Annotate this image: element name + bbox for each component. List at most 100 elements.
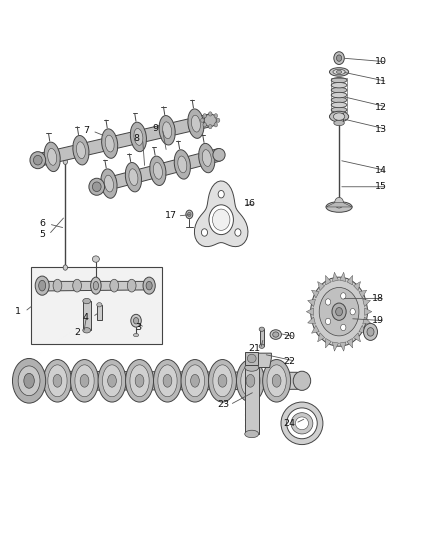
Circle shape — [212, 209, 230, 230]
Ellipse shape — [336, 308, 343, 316]
Ellipse shape — [162, 122, 172, 139]
Circle shape — [186, 210, 193, 219]
Circle shape — [214, 123, 218, 127]
Ellipse shape — [270, 330, 282, 340]
Ellipse shape — [77, 142, 85, 159]
Circle shape — [214, 114, 218, 118]
Ellipse shape — [334, 120, 344, 126]
Circle shape — [218, 190, 224, 198]
Circle shape — [209, 205, 233, 235]
Polygon shape — [37, 114, 211, 166]
Text: 23: 23 — [217, 400, 230, 409]
Ellipse shape — [134, 334, 139, 337]
Ellipse shape — [158, 365, 177, 397]
Text: 21: 21 — [248, 344, 260, 353]
Ellipse shape — [104, 175, 113, 192]
Bar — [245, 352, 258, 365]
Ellipse shape — [12, 359, 46, 403]
Ellipse shape — [150, 156, 166, 185]
Ellipse shape — [331, 102, 347, 108]
Ellipse shape — [146, 281, 152, 290]
Circle shape — [341, 324, 346, 330]
Circle shape — [336, 55, 342, 61]
Ellipse shape — [331, 87, 347, 93]
Polygon shape — [353, 333, 360, 342]
Circle shape — [63, 159, 67, 165]
Circle shape — [235, 229, 241, 236]
Text: 10: 10 — [374, 58, 387, 66]
Ellipse shape — [331, 107, 347, 112]
Ellipse shape — [35, 276, 49, 295]
Text: 5: 5 — [39, 230, 45, 239]
Text: 2: 2 — [74, 328, 80, 337]
Polygon shape — [363, 300, 371, 306]
Ellipse shape — [44, 142, 60, 172]
Polygon shape — [318, 333, 325, 342]
Polygon shape — [325, 338, 331, 348]
Text: 15: 15 — [374, 182, 387, 191]
Polygon shape — [33, 371, 297, 390]
Polygon shape — [254, 353, 272, 368]
Ellipse shape — [331, 77, 347, 83]
Ellipse shape — [159, 116, 175, 145]
Ellipse shape — [185, 365, 205, 397]
Ellipse shape — [97, 303, 102, 307]
Polygon shape — [311, 290, 319, 298]
Ellipse shape — [245, 364, 259, 371]
Polygon shape — [42, 281, 149, 291]
Ellipse shape — [126, 360, 153, 402]
Polygon shape — [326, 203, 352, 207]
Ellipse shape — [48, 365, 67, 397]
Ellipse shape — [130, 365, 149, 397]
Ellipse shape — [281, 402, 323, 445]
Ellipse shape — [263, 360, 290, 402]
Ellipse shape — [102, 365, 122, 397]
Polygon shape — [347, 276, 353, 285]
Ellipse shape — [191, 374, 199, 387]
Ellipse shape — [247, 354, 256, 363]
Circle shape — [350, 309, 355, 315]
Ellipse shape — [329, 68, 349, 76]
Polygon shape — [307, 317, 315, 324]
Ellipse shape — [24, 373, 34, 388]
Circle shape — [325, 318, 331, 325]
Circle shape — [364, 324, 378, 341]
Circle shape — [367, 328, 374, 336]
Ellipse shape — [319, 287, 359, 336]
Ellipse shape — [241, 365, 260, 397]
Ellipse shape — [53, 279, 62, 292]
Ellipse shape — [43, 360, 71, 402]
Ellipse shape — [329, 111, 349, 122]
Circle shape — [131, 314, 141, 327]
Ellipse shape — [18, 366, 40, 395]
Circle shape — [134, 318, 139, 324]
Ellipse shape — [125, 163, 141, 192]
Polygon shape — [359, 325, 367, 333]
Ellipse shape — [199, 143, 215, 173]
Text: 1: 1 — [15, 307, 21, 316]
Ellipse shape — [204, 114, 216, 127]
Polygon shape — [307, 300, 315, 306]
Ellipse shape — [39, 280, 46, 291]
Ellipse shape — [218, 374, 227, 387]
Circle shape — [216, 118, 220, 123]
Bar — [97, 305, 102, 320]
Ellipse shape — [143, 277, 155, 294]
Ellipse shape — [331, 92, 347, 98]
Ellipse shape — [202, 150, 211, 166]
Ellipse shape — [101, 169, 117, 198]
Polygon shape — [194, 181, 248, 247]
Ellipse shape — [333, 113, 345, 120]
Text: 18: 18 — [372, 294, 385, 303]
Ellipse shape — [188, 109, 204, 139]
Bar — [245, 368, 259, 434]
Text: 8: 8 — [133, 134, 139, 143]
Circle shape — [208, 125, 212, 129]
Ellipse shape — [335, 197, 343, 208]
Ellipse shape — [333, 69, 345, 75]
Polygon shape — [325, 276, 331, 285]
Bar — [83, 301, 91, 330]
Ellipse shape — [80, 374, 89, 387]
Ellipse shape — [273, 332, 279, 337]
Bar — [331, 78, 347, 112]
